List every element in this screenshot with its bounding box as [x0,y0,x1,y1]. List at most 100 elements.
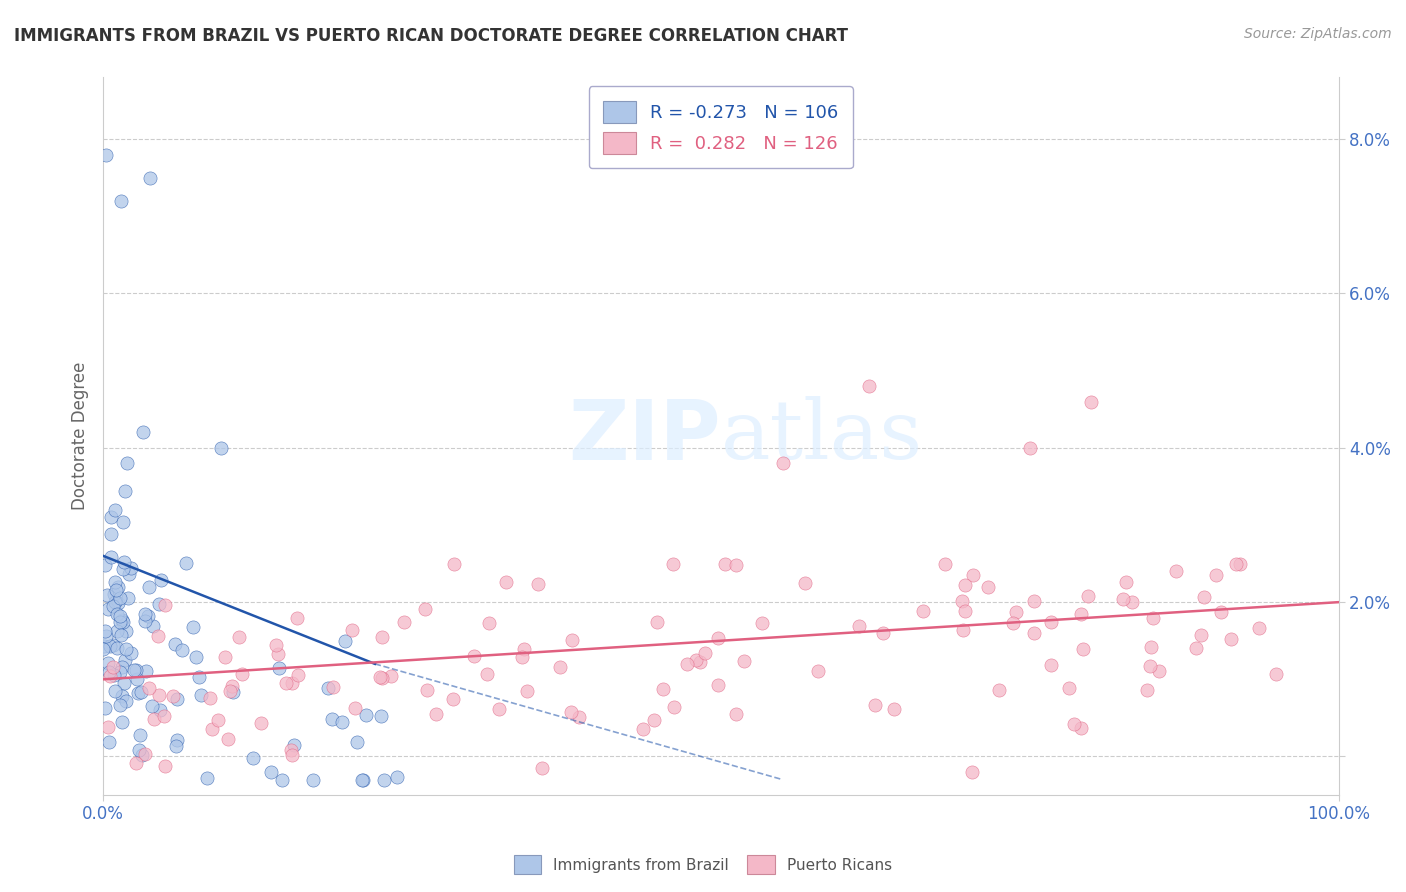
Point [950,594,973,608]
Point [209,441,232,455]
Point [219,684,242,698]
Point [976,581,998,595]
Point [201,722,224,736]
Point [231,666,253,681]
Point [112,615,135,629]
Point [1211,605,1233,619]
Point [274,676,297,690]
Point [114,653,136,667]
Point [118,567,141,582]
Point [1225,557,1247,571]
Point [934,557,956,571]
Point [1164,565,1187,579]
Point [848,619,870,633]
Point [148,688,170,702]
Point [107,596,129,610]
Point [651,682,673,697]
Point [733,654,755,668]
Point [415,601,437,615]
Point [264,638,287,652]
Point [127,672,149,686]
Point [561,632,583,647]
Point [685,653,707,667]
Point [953,578,976,592]
Point [129,685,152,699]
Point [107,607,129,621]
Point [242,750,264,764]
Point [153,709,176,723]
Point [280,743,302,757]
Point [373,772,395,787]
Point [97,665,120,679]
Point [392,615,415,630]
Point [115,642,138,657]
Point [117,591,139,605]
Point [633,722,655,736]
Point [105,641,128,656]
Point [105,624,128,638]
Point [103,667,125,681]
Text: atlas: atlas [721,396,922,476]
Point [94,147,117,161]
Point [321,712,343,726]
Point [425,706,447,721]
Y-axis label: Doctorate Degree: Doctorate Degree [72,362,89,510]
Point [772,456,794,470]
Point [110,591,132,605]
Point [138,581,160,595]
Point [107,580,129,594]
Point [477,667,499,681]
Point [350,772,373,787]
Point [380,669,402,683]
Point [283,738,305,752]
Point [1192,591,1215,605]
Point [114,484,136,499]
Point [228,630,250,644]
Point [104,595,127,609]
Point [138,681,160,695]
Point [94,701,117,715]
Point [287,667,309,681]
Point [148,598,170,612]
Point [689,655,711,669]
Point [1135,683,1157,698]
Point [153,598,176,612]
Point [101,599,124,614]
Point [162,690,184,704]
Point [368,670,391,684]
Point [97,657,120,671]
Point [352,772,374,787]
Point [714,557,737,571]
Point [150,573,173,587]
Point [1040,657,1063,672]
Point [96,588,118,602]
Point [111,714,134,729]
Point [495,575,517,590]
Point [100,510,122,524]
Point [548,660,571,674]
Text: IMMIGRANTS FROM BRAZIL VS PUERTO RICAN DOCTORATE DEGREE CORRELATION CHART: IMMIGRANTS FROM BRAZIL VS PUERTO RICAN D… [14,27,848,45]
Point [103,660,125,674]
Point [645,615,668,629]
Point [190,688,212,702]
Point [560,705,582,719]
Point [1002,616,1025,631]
Point [510,649,533,664]
Point [121,646,143,660]
Point [1080,394,1102,409]
Point [134,614,156,628]
Point [135,664,157,678]
Point [1005,605,1028,619]
Point [267,661,290,675]
Point [863,698,886,712]
Point [463,649,485,664]
Point [148,629,170,643]
Point [103,574,125,589]
Legend: R = -0.273   N = 106, R =  0.282   N = 126: R = -0.273 N = 106, R = 0.282 N = 126 [589,87,853,169]
Point [108,698,131,712]
Point [98,639,121,653]
Point [1070,607,1092,621]
Point [153,759,176,773]
Point [142,619,165,633]
Point [675,657,697,672]
